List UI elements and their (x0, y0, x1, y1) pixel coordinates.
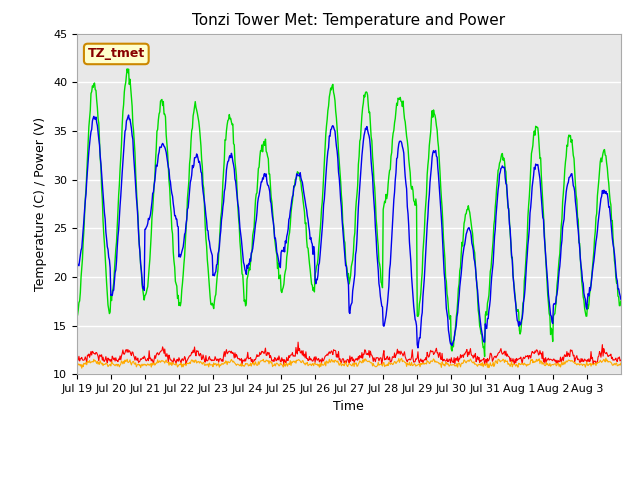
Battery V (617, 358, 625, 363)
Solar V (617, 360, 625, 366)
Title: Tonzi Tower Met: Temperature and Power: Tonzi Tower Met: Temperature and Power (192, 13, 506, 28)
Panel T (406, 163, 413, 169)
Air T (73, 265, 81, 271)
Air T (437, 204, 445, 210)
Panel T (436, 168, 444, 174)
Air T (125, 112, 132, 118)
Solar V (285, 360, 292, 366)
Text: TZ_tmet: TZ_tmet (88, 48, 145, 60)
Air T (138, 267, 145, 273)
Solar V (78, 365, 86, 371)
Panel T (285, 233, 292, 239)
Solar V (237, 363, 245, 369)
Battery V (238, 363, 246, 369)
Panel T (138, 269, 145, 275)
Line: Panel T: Panel T (77, 69, 621, 357)
Air T (264, 182, 272, 188)
Battery V (406, 357, 414, 363)
X-axis label: Time: Time (333, 400, 364, 413)
Battery V (73, 356, 81, 361)
Panel T (124, 66, 131, 72)
Air T (237, 236, 245, 242)
Panel T (264, 156, 272, 162)
Battery V (137, 356, 145, 361)
Panel T (481, 354, 488, 360)
Solar V (406, 360, 413, 365)
Battery V (294, 339, 302, 345)
Line: Battery V: Battery V (77, 342, 621, 366)
Air T (617, 296, 625, 302)
Battery V (437, 356, 445, 362)
Y-axis label: Temperature (C) / Power (V): Temperature (C) / Power (V) (35, 117, 47, 291)
Solar V (264, 358, 272, 363)
Panel T (237, 259, 245, 265)
Panel T (73, 312, 81, 317)
Line: Air T: Air T (77, 115, 621, 348)
Battery V (285, 353, 292, 359)
Panel T (617, 298, 625, 304)
Solar V (436, 360, 444, 366)
Solar V (602, 355, 610, 361)
Battery V (237, 357, 244, 363)
Solar V (138, 362, 145, 368)
Air T (414, 345, 422, 351)
Solar V (73, 360, 81, 366)
Battery V (264, 351, 272, 357)
Line: Solar V: Solar V (77, 358, 621, 368)
Air T (285, 216, 292, 222)
Air T (406, 240, 413, 245)
